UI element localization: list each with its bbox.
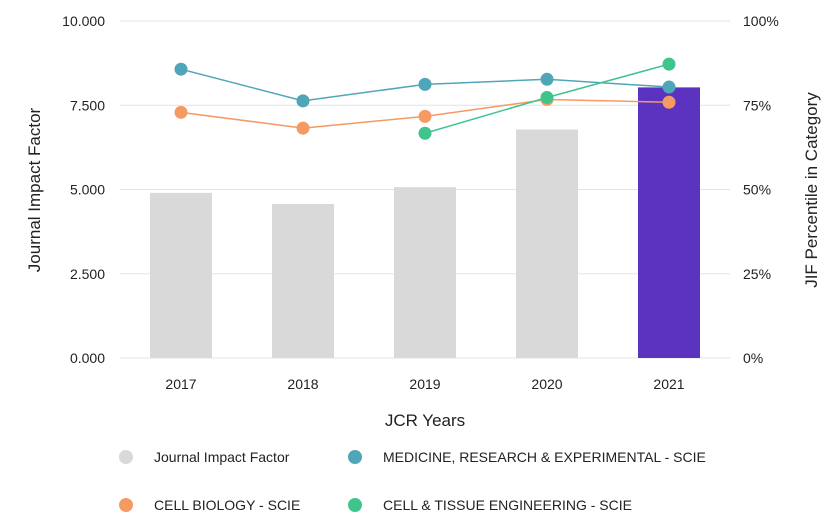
x-tick-label: 2019 <box>409 376 440 392</box>
bar-2018 <box>272 203 334 358</box>
series-point <box>662 95 676 109</box>
legend-marker <box>119 450 133 464</box>
series-point <box>174 62 188 76</box>
y-tick-label: 2.500 <box>70 266 105 282</box>
legend: Journal Impact Factor MEDICINE, RESEARCH … <box>119 449 706 513</box>
x-tick-label: 2017 <box>165 376 196 392</box>
series-point <box>662 57 676 71</box>
x-axis-ticks: 2017 2018 2019 2020 2021 <box>165 376 684 392</box>
bar-2017 <box>150 192 212 358</box>
series-point <box>418 109 432 123</box>
y2-tick-label: 0% <box>743 350 763 366</box>
legend-marker <box>348 450 362 464</box>
y-tick-label: 5.000 <box>70 182 105 198</box>
series-point <box>540 90 554 104</box>
y-tick-label: 0.000 <box>70 350 105 366</box>
y2-tick-label: 50% <box>743 182 771 198</box>
bar-2019 <box>394 187 456 358</box>
y-axis-label: Journal Impact Factor <box>25 107 44 272</box>
y2-tick-label: 75% <box>743 97 771 113</box>
y-tick-label: 10.000 <box>62 13 105 29</box>
legend-label: Journal Impact Factor <box>154 449 290 465</box>
legend-label: MEDICINE, RESEARCH & EXPERIMENTAL - SCIE <box>383 449 706 465</box>
legend-label: CELL & TISSUE ENGINEERING - SCIE <box>383 497 632 513</box>
series-point <box>174 105 188 119</box>
series-point <box>418 126 432 140</box>
series-point <box>418 77 432 91</box>
y-tick-label: 7.500 <box>70 97 105 113</box>
series-point <box>296 94 310 108</box>
y-axis-ticks: 0.000 2.500 5.000 7.500 10.000 <box>62 13 105 366</box>
legend-label: CELL BIOLOGY - SCIE <box>154 497 300 513</box>
x-tick-label: 2020 <box>531 376 562 392</box>
y2-axis-ticks: 0% 25% 50% 75% 100% <box>743 13 779 366</box>
y2-tick-label: 25% <box>743 266 771 282</box>
y2-axis-label: JIF Percentile in Category <box>802 92 821 288</box>
bar-2021 <box>638 87 700 358</box>
x-tick-label: 2021 <box>653 376 684 392</box>
series-point <box>540 72 554 86</box>
bars <box>150 87 700 358</box>
x-tick-label: 2018 <box>287 376 318 392</box>
lines <box>174 57 676 140</box>
series-point <box>296 121 310 135</box>
legend-marker <box>348 498 362 512</box>
x-axis-label: JCR Years <box>385 411 465 430</box>
legend-marker <box>119 498 133 512</box>
bar-2020 <box>516 129 578 358</box>
series-point <box>662 80 676 94</box>
y2-tick-label: 100% <box>743 13 779 29</box>
